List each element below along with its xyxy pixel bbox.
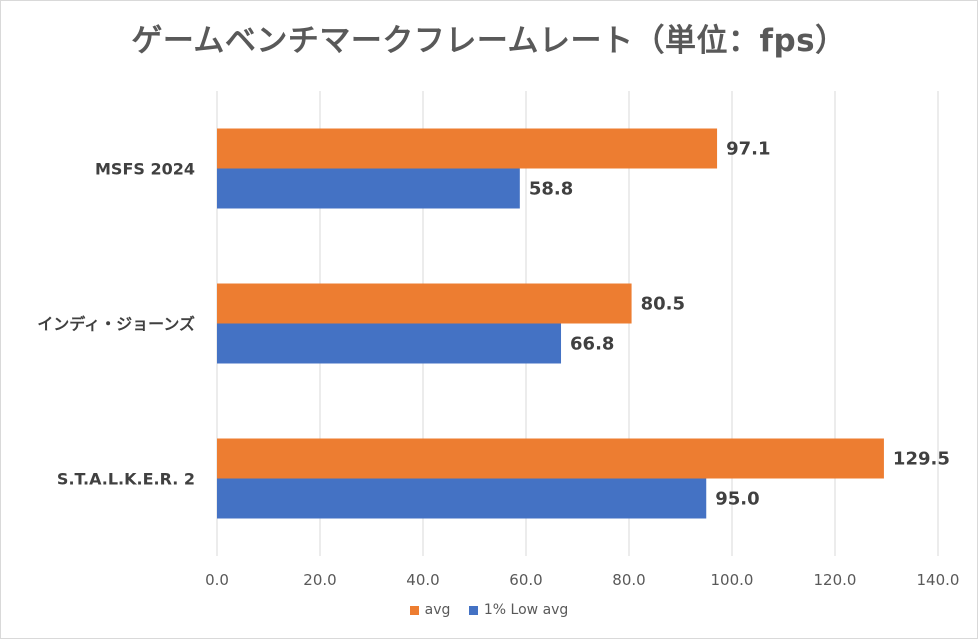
legend-label-avg: avg: [424, 602, 451, 618]
bar-1-2: [217, 478, 707, 519]
tick-label-6: 120.0: [814, 571, 857, 589]
data-label-0-1: 80.5: [641, 294, 685, 315]
tick-label-5: 100.0: [711, 571, 754, 589]
tick-label-7: 140.0: [917, 571, 960, 589]
bar-1-1: [217, 323, 562, 364]
legend-item-avg: avg: [409, 602, 451, 618]
chart-title: ゲームベンチマークフレームレート（単位：fps）: [131, 23, 847, 59]
category-label-2: S.T.A.L.K.E.R. 2: [57, 470, 195, 489]
data-label-1-1: 66.8: [570, 334, 614, 355]
legend-label-1pct-low: 1% Low avg: [483, 602, 569, 618]
bar-0-1: [217, 283, 632, 324]
bar-1-0: [217, 168, 520, 209]
legend-swatch-1pct-low: [468, 605, 478, 615]
legend: avg 1% Low avg: [1, 602, 977, 619]
data-label-1-2: 95.0: [715, 489, 759, 510]
bar-0-0: [217, 128, 718, 169]
bar-0-2: [217, 438, 884, 479]
tick-label-3: 60.0: [509, 571, 542, 589]
category-label-1: インディ・ジョーンズ: [37, 315, 195, 334]
tick-label-2: 40.0: [406, 571, 439, 589]
tick-label-0: 0.0: [205, 571, 229, 589]
data-label-0-0: 97.1: [726, 139, 770, 160]
data-label-0-2: 129.5: [893, 449, 950, 470]
tick-label-4: 80.0: [612, 571, 645, 589]
tick-label-1: 20.0: [303, 571, 336, 589]
category-label-0: MSFS 2024: [95, 160, 195, 179]
legend-swatch-avg: [409, 605, 419, 615]
legend-item-1pct-low: 1% Low avg: [468, 602, 569, 618]
data-label-1-0: 58.8: [529, 179, 573, 200]
